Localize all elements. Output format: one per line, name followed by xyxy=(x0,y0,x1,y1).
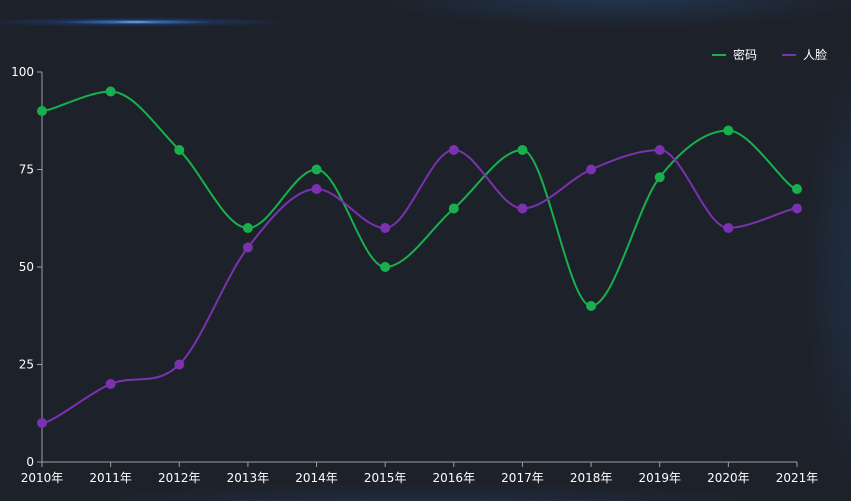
data-point-series-1[interactable] xyxy=(380,223,391,233)
x-tick-label: 2012年 xyxy=(158,471,201,485)
data-point-series-1[interactable] xyxy=(517,203,528,214)
x-tick-label: 2015年 xyxy=(364,471,407,485)
data-point-series-0[interactable] xyxy=(380,262,391,272)
x-axis: 2010年 2011年 2012年 2013年 2014年 2015年 2016年 2017年… xyxy=(21,461,819,485)
legend-label: 人脸 xyxy=(803,48,827,62)
data-point-series-0[interactable] xyxy=(586,301,597,311)
data-point-series-0[interactable] xyxy=(311,164,322,175)
x-tick-label: 2013年 xyxy=(227,471,270,485)
x-tick-label: 2021年 xyxy=(776,471,819,485)
data-point-series-1[interactable] xyxy=(37,418,47,428)
data-point-series-1[interactable] xyxy=(105,379,116,389)
series-line-0 xyxy=(41,90,798,308)
y-axis: 0 25 50 75 100 xyxy=(11,65,43,469)
data-point-series-1[interactable] xyxy=(311,184,322,194)
data-point-series-1[interactable] xyxy=(723,223,734,233)
data-point-series-1[interactable] xyxy=(654,145,665,155)
legend-item-1[interactable]: 人脸 xyxy=(782,48,827,62)
data-point-series-1[interactable] xyxy=(792,203,802,214)
series-points xyxy=(37,86,802,428)
data-point-series-1[interactable] xyxy=(448,145,459,155)
y-tick-label: 0 xyxy=(26,455,34,469)
x-tick-label: 2011年 xyxy=(89,471,132,485)
series-line-1 xyxy=(41,148,798,424)
x-tick-label: 2018年 xyxy=(570,471,613,485)
legend-label: 密码 xyxy=(733,47,757,62)
data-point-series-0[interactable] xyxy=(174,145,185,155)
data-point-series-1[interactable] xyxy=(242,242,253,253)
y-tick-label: 50 xyxy=(19,260,34,274)
series-lines xyxy=(41,90,798,424)
data-point-series-0[interactable] xyxy=(723,125,734,136)
data-point-series-0[interactable] xyxy=(654,172,665,183)
data-point-series-0[interactable] xyxy=(242,223,253,233)
x-tick-label: 2017年 xyxy=(501,471,544,485)
x-tick-label: 2020年 xyxy=(707,471,750,485)
legend-item-0[interactable]: 密码 xyxy=(712,47,757,62)
data-point-series-1[interactable] xyxy=(586,164,597,175)
legend: 密码 人脸 xyxy=(712,47,827,62)
x-tick-label: 2014年 xyxy=(295,471,338,485)
data-point-series-0[interactable] xyxy=(37,106,47,116)
data-point-series-0[interactable] xyxy=(448,203,459,214)
y-tick-label: 100 xyxy=(11,65,34,79)
y-tick-label: 75 xyxy=(19,163,34,177)
data-point-series-1[interactable] xyxy=(174,359,185,370)
data-point-series-0[interactable] xyxy=(517,145,528,155)
x-tick-label: 2016年 xyxy=(433,471,476,485)
data-point-series-0[interactable] xyxy=(792,184,802,194)
data-point-series-0[interactable] xyxy=(105,86,116,97)
x-tick-label: 2010年 xyxy=(21,471,64,485)
x-tick-label: 2019年 xyxy=(638,471,681,485)
y-tick-label: 25 xyxy=(19,358,34,372)
